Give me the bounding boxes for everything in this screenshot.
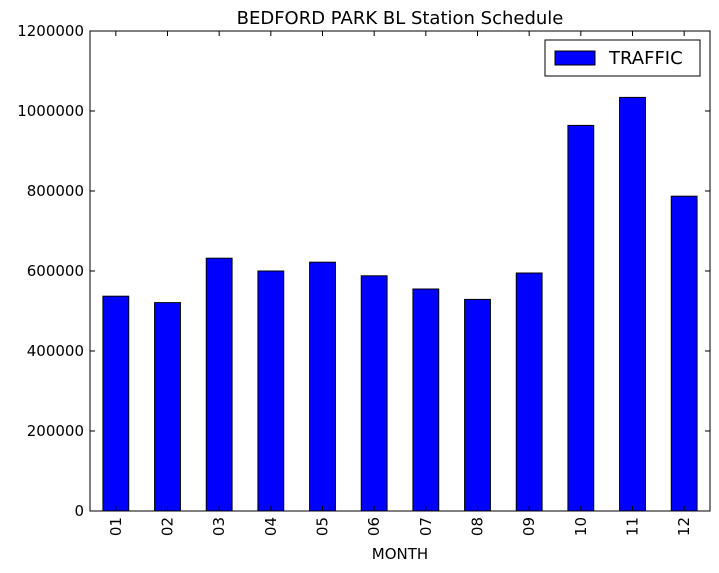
bar-10 bbox=[567, 124, 595, 512]
x-axis-label: MONTH bbox=[372, 545, 428, 563]
bar-01 bbox=[102, 295, 130, 512]
bar-11 bbox=[619, 96, 646, 512]
x-tick-label-12: 12 bbox=[675, 517, 693, 536]
x-tick-label-08: 08 bbox=[469, 517, 487, 536]
y-tick-label-1200000: 1200000 bbox=[17, 22, 84, 40]
y-tick-label-400000: 400000 bbox=[27, 342, 84, 360]
bar-06 bbox=[360, 275, 388, 512]
y-tick-label-1000000: 1000000 bbox=[17, 102, 84, 120]
legend-swatch bbox=[554, 50, 596, 66]
bar-07 bbox=[412, 288, 440, 512]
x-tick-label-03: 03 bbox=[210, 517, 228, 536]
x-tick-label-04: 04 bbox=[262, 517, 280, 536]
y-tick-label-0: 0 bbox=[74, 502, 84, 520]
bars-group bbox=[102, 96, 698, 512]
x-axis: 01 02 03 04 05 06 07 08 09 10 11 12 bbox=[107, 31, 693, 536]
x-tick-label-06: 06 bbox=[365, 517, 383, 536]
y-tick-label-600000: 600000 bbox=[27, 262, 84, 280]
y-tick-label-800000: 800000 bbox=[27, 182, 84, 200]
bar-02 bbox=[154, 302, 181, 512]
x-tick-label-01: 01 bbox=[107, 517, 125, 536]
x-tick-label-07: 07 bbox=[417, 517, 435, 536]
x-tick-label-02: 02 bbox=[159, 517, 177, 536]
legend-label: TRAFFIC bbox=[608, 48, 683, 69]
bar-08 bbox=[464, 298, 491, 512]
bar-12 bbox=[670, 195, 698, 512]
bar-03 bbox=[205, 257, 233, 512]
x-tick-label-05: 05 bbox=[314, 517, 332, 536]
bar-09 bbox=[515, 272, 543, 512]
bar-04 bbox=[257, 270, 285, 512]
bar-05 bbox=[309, 261, 336, 512]
x-tick-label-11: 11 bbox=[624, 517, 642, 536]
x-tick-label-09: 09 bbox=[520, 517, 538, 536]
y-axis: 0 200000 400000 600000 800000 1000000 1200000 bbox=[17, 22, 710, 520]
plot-frame bbox=[89, 30, 711, 512]
y-tick-label-200000: 200000 bbox=[27, 422, 84, 440]
chart-title: BEDFORD PARK BL Station Schedule bbox=[237, 8, 564, 29]
x-tick-label-10: 10 bbox=[572, 517, 590, 536]
legend: TRAFFIC bbox=[544, 39, 701, 77]
